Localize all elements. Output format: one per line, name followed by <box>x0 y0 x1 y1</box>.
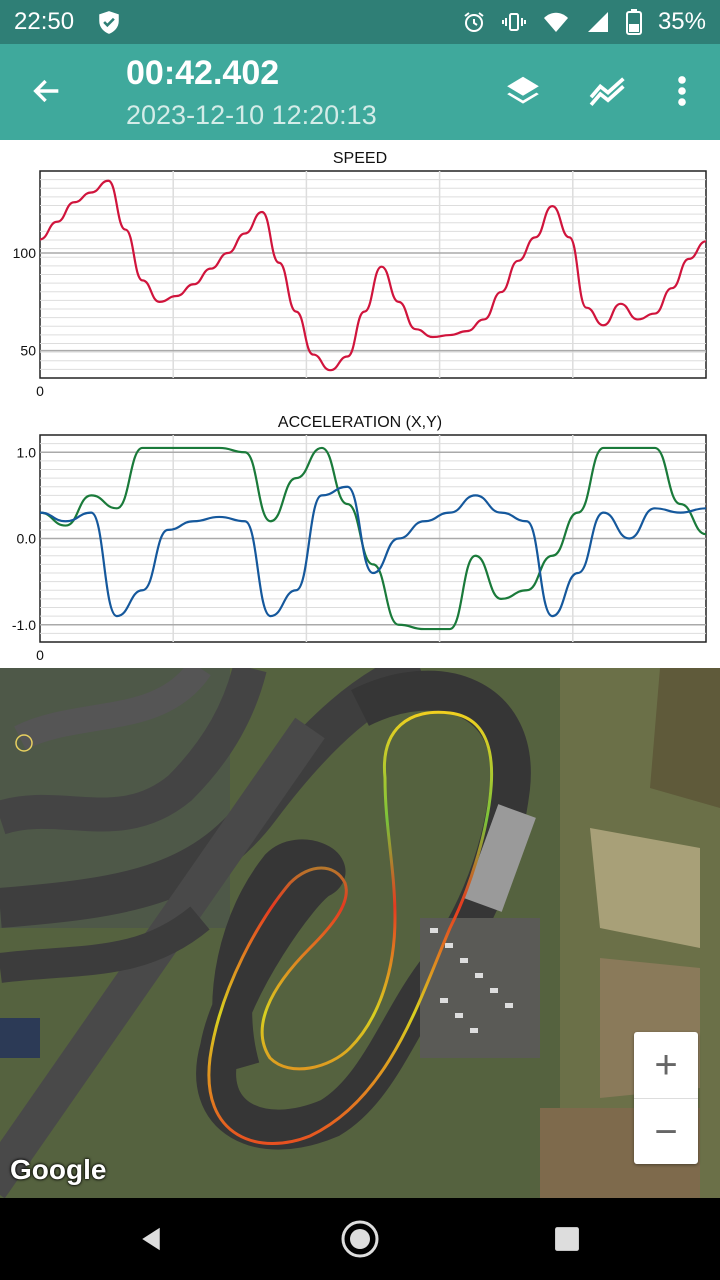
system-nav-bar <box>0 1198 720 1280</box>
speed-chart: 100 50 0 <box>13 170 707 399</box>
google-attribution: Google <box>10 1154 107 1185</box>
satellite-map <box>0 668 720 1198</box>
speed-chart-title: SPEED <box>332 150 388 167</box>
app-bar: 00:42.402 2023-12-10 12:20:13 <box>0 44 720 140</box>
speed-xtick-label: 0 <box>36 383 44 399</box>
alarm-icon <box>464 12 484 32</box>
status-time: 22:50 <box>14 8 75 35</box>
map-zoom-controls: + − <box>634 1032 698 1164</box>
battery-icon <box>625 9 642 35</box>
layers-icon[interactable] <box>504 72 542 110</box>
accel-series-line-0 <box>39 446 707 631</box>
acceleration-chart-title: ACCELERATION (X,Y) <box>277 414 443 431</box>
speed-series-line-0 <box>39 179 707 372</box>
signal-icon <box>587 12 608 32</box>
session-datetime: 2023-12-10 12:20:13 <box>126 100 377 130</box>
nav-recents-icon[interactable] <box>554 1226 580 1252</box>
acceleration-chart: 1.0 0.0 -1.00 <box>12 434 707 663</box>
back-arrow-icon[interactable] <box>30 74 64 108</box>
lap-time-title: 00:42.402 <box>126 54 280 92</box>
vibrate-icon <box>501 13 526 31</box>
speed-ytick-label: 50 <box>20 343 36 359</box>
compare-lines-icon[interactable] <box>588 72 628 110</box>
accel-ytick-label: -1.0 <box>12 617 36 633</box>
zoom-in-button[interactable]: + <box>654 1042 678 1087</box>
zoom-divider <box>634 1098 698 1099</box>
accel-xtick-label: 0 <box>36 647 44 663</box>
wifi-icon <box>543 12 568 32</box>
accel-ytick-label: 1.0 <box>17 444 37 460</box>
nav-back-icon[interactable] <box>136 1224 166 1254</box>
zoom-out-button[interactable]: − <box>654 1109 678 1154</box>
more-vert-icon[interactable] <box>670 72 694 110</box>
status-bar: 22:50 35% <box>0 0 720 44</box>
battery-percent: 35% <box>657 8 706 35</box>
accel-series-line-1 <box>39 485 707 618</box>
accel-ytick-label: 0.0 <box>17 531 37 547</box>
shield-icon <box>99 11 119 34</box>
map-view[interactable]: Google + − <box>0 668 720 1198</box>
nav-home-icon[interactable] <box>340 1219 380 1259</box>
speed-ytick-label: 100 <box>13 245 37 261</box>
